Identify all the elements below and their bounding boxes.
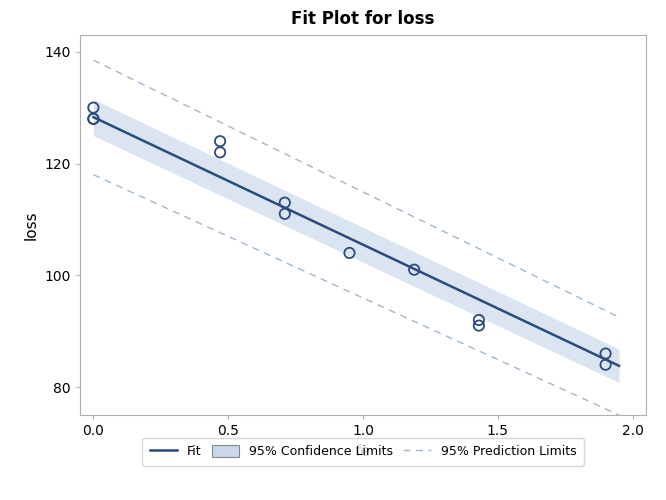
Title: Fit Plot for loss: Fit Plot for loss [291, 10, 435, 28]
Point [88, 104, 99, 112]
X-axis label: fe: fe [356, 444, 370, 458]
Point [214, 137, 225, 145]
Point [474, 322, 484, 330]
Point [344, 249, 355, 257]
Point [280, 210, 290, 218]
Point [88, 115, 99, 123]
Point [88, 115, 99, 123]
Point [280, 198, 290, 206]
Point [474, 316, 484, 324]
Point [409, 266, 420, 274]
Legend: Fit, 95% Confidence Limits, 95% Prediction Limits: Fit, 95% Confidence Limits, 95% Predicti… [142, 438, 584, 466]
Point [214, 148, 225, 156]
Y-axis label: loss: loss [24, 210, 39, 240]
Point [600, 350, 611, 358]
Point [600, 360, 611, 368]
